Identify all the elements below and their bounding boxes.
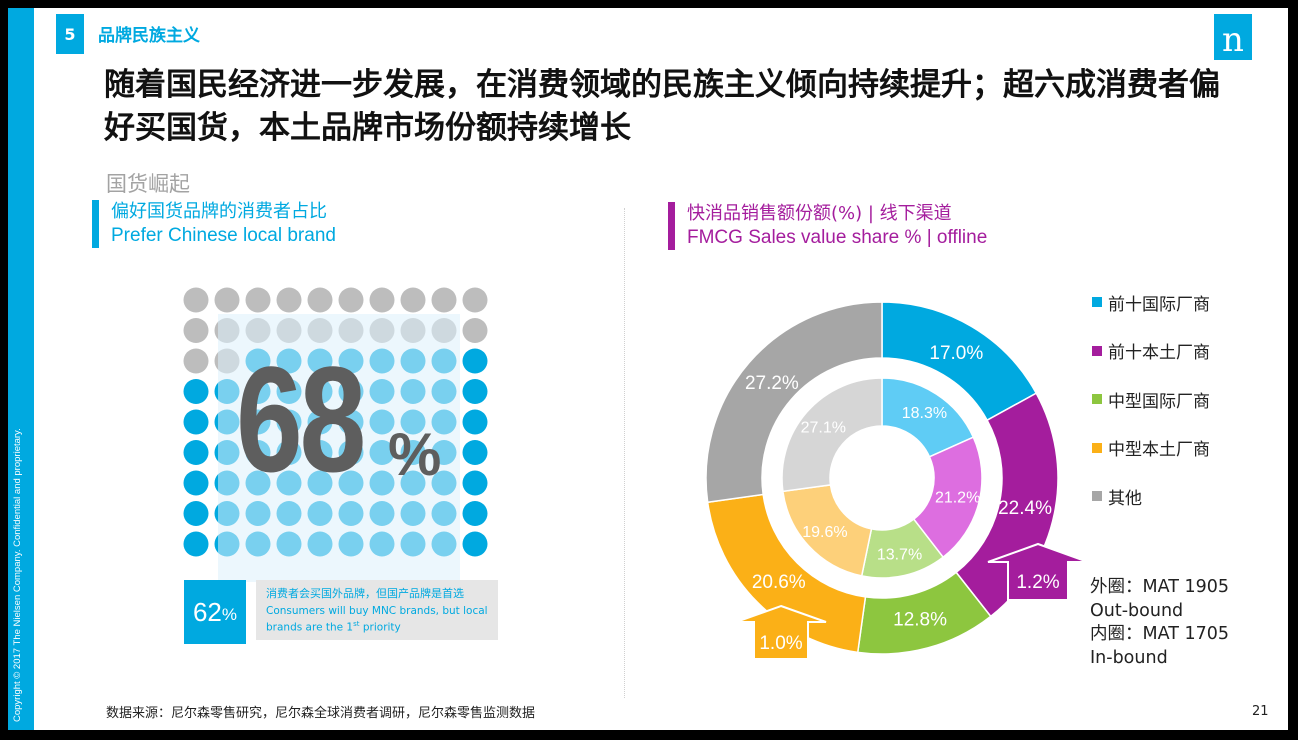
inner-ring-label: 18.3% <box>902 405 947 422</box>
legend-swatch <box>1092 394 1102 404</box>
note-box: 消费者会买国外品牌，但国产品牌是首选 Consumers will buy MN… <box>256 580 498 640</box>
dot-blue <box>462 379 488 404</box>
legend-label: 前十本土厂商 <box>1108 343 1210 363</box>
ring-note: 外圈：MAT 1905 Out-bound 内圈：MAT 1705 In-bou… <box>1090 576 1229 670</box>
note-en: Consumers will buy MNC brands, but local… <box>266 605 488 635</box>
right-label-en: FMCG Sales value share % | offline <box>687 227 988 248</box>
dot-blue <box>183 531 209 557</box>
inner-ring-slice <box>781 377 883 493</box>
dot-blue <box>183 379 209 404</box>
right-section-label: 快消品销售额份额(%) | 线下渠道 FMCG Sales value shar… <box>668 202 987 250</box>
inner-ring-slice <box>912 436 983 559</box>
page-subheading: 国货崛起 <box>106 172 190 196</box>
left-sidebar-bar: Copyright © 2017 The Nielsen Company. Co… <box>8 8 34 730</box>
dot-blue <box>462 440 488 465</box>
legend-item: 中型国际厂商 <box>1092 387 1210 412</box>
dot-gray <box>462 287 488 313</box>
outer-ring-label: 12.8% <box>893 610 947 631</box>
ring-note-line4: In-bound <box>1090 647 1168 668</box>
nielsen-logo-icon: n <box>1214 14 1252 60</box>
slide: Copyright © 2017 The Nielsen Company. Co… <box>8 8 1288 730</box>
dot-gray <box>369 287 395 313</box>
annotation-up-2-arrow <box>735 604 827 658</box>
note-cn: 消费者会买国外品牌，但国产品牌是首选 <box>266 587 464 600</box>
legend-label: 前十国际厂商 <box>1108 294 1210 315</box>
dot-blue <box>183 409 209 435</box>
inner-ring-label: 21.2% <box>935 490 980 507</box>
dot-blue <box>183 501 209 526</box>
dot-gray <box>431 287 457 313</box>
section-title: 品牌民族主义 <box>98 26 200 46</box>
dot-blue <box>462 501 488 526</box>
dot-gray <box>400 287 426 313</box>
outer-ring-label: 17.0% <box>929 343 983 364</box>
page-number: 21 <box>1252 704 1269 719</box>
right-label-cn: 快消品销售额份额(%) | 线下渠道 <box>687 203 952 224</box>
dot-gray <box>245 287 271 313</box>
legend-swatch <box>1092 442 1102 453</box>
page-headline: 随着国民经济进一步发展，在消费领域的民族主义倾向持续提升；超六成消费者偏好买国货… <box>104 67 1220 146</box>
legend-item: 中型本土厂商 <box>1092 436 1210 460</box>
chart-legend: 前十国际厂商 前十本土厂商 中型国际厂商 中型本土厂商 其他 <box>1092 290 1210 533</box>
ring-note-line1: 外圈：MAT 1905 <box>1090 577 1230 597</box>
note-en-sup: st <box>353 620 360 628</box>
dot-gray <box>183 287 209 313</box>
legend-label: 中型国际厂商 <box>1108 391 1210 412</box>
dot-gray <box>183 348 209 374</box>
outer-ring-slice <box>705 301 883 504</box>
legend-swatch <box>1092 297 1102 307</box>
dot-blue <box>183 470 209 496</box>
inner-ring-label: 19.6% <box>802 524 847 541</box>
legend-swatch <box>1092 345 1102 356</box>
annotation-up-1-label: 1.2% <box>1016 572 1059 593</box>
dot-blue <box>462 409 488 435</box>
left-label-cn: 偏好国货品牌的消费者占比 <box>111 201 327 222</box>
dot-gray <box>338 287 364 313</box>
dot-highlight-box <box>218 314 460 582</box>
dot-gray <box>183 318 209 343</box>
left-section-label: 偏好国货品牌的消费者占比 Prefer Chinese local brand <box>92 200 336 248</box>
big-percentage-value: 68 <box>236 335 366 503</box>
donut-chart: 17.0% 22.4% 12.8% 20.6% 27.2% 18.3% 21.2% 13.7%… <box>705 301 1089 658</box>
legend-label: 中型本土厂商 <box>1108 440 1210 460</box>
dot-blue <box>462 470 488 496</box>
dot-gray <box>214 287 240 313</box>
section-number-badge: 5 <box>56 14 84 54</box>
ring-note-line3: 内圈：MAT 1705 <box>1090 624 1230 644</box>
dot-blue <box>183 440 209 465</box>
note-en-line2-pre: brands are the 1 <box>266 621 354 634</box>
inner-ring-label: 13.7% <box>877 547 922 564</box>
legend-item: 前十国际厂商 <box>1092 290 1210 315</box>
note-en-line1: Consumers will buy MNC brands, but local <box>266 605 488 617</box>
ring-note-line2: Out-bound <box>1090 600 1184 621</box>
left-label-en: Prefer Chinese local brand <box>111 225 336 246</box>
legend-label: 其他 <box>1108 488 1142 509</box>
copyright-text: Copyright © 2017 The Nielsen Company. Co… <box>12 428 23 722</box>
dot-gray <box>462 318 488 343</box>
dot-gray <box>307 287 333 313</box>
sub-percentage-value: 62 <box>192 596 222 627</box>
annotation-up-1-arrow <box>987 542 1089 601</box>
legend-swatch <box>1092 491 1102 501</box>
inner-ring-label: 27.1% <box>801 419 846 436</box>
dot-blue <box>462 348 488 374</box>
outer-ring-label: 27.2% <box>745 373 799 394</box>
big-percentage-sign: % <box>388 421 442 488</box>
sub-percentage-box: 62 % <box>184 580 246 644</box>
annotation-up-2-label: 1.0% <box>759 633 802 654</box>
data-source: 数据来源：尼尔森零售研究，尼尔森全球消费者调研，尼尔森零售监测数据 <box>106 706 536 721</box>
note-en-line2-post: priority <box>359 621 401 634</box>
section-divider <box>624 208 625 698</box>
legend-item: 前十本土厂商 <box>1092 339 1210 363</box>
dot-blue <box>462 531 488 557</box>
legend-item: 其他 <box>1092 484 1210 509</box>
outer-ring-label: 22.4% <box>998 498 1052 519</box>
outer-ring-label: 20.6% <box>752 572 806 593</box>
dot-gray <box>276 287 302 313</box>
sub-percentage-sign: % <box>221 605 238 624</box>
